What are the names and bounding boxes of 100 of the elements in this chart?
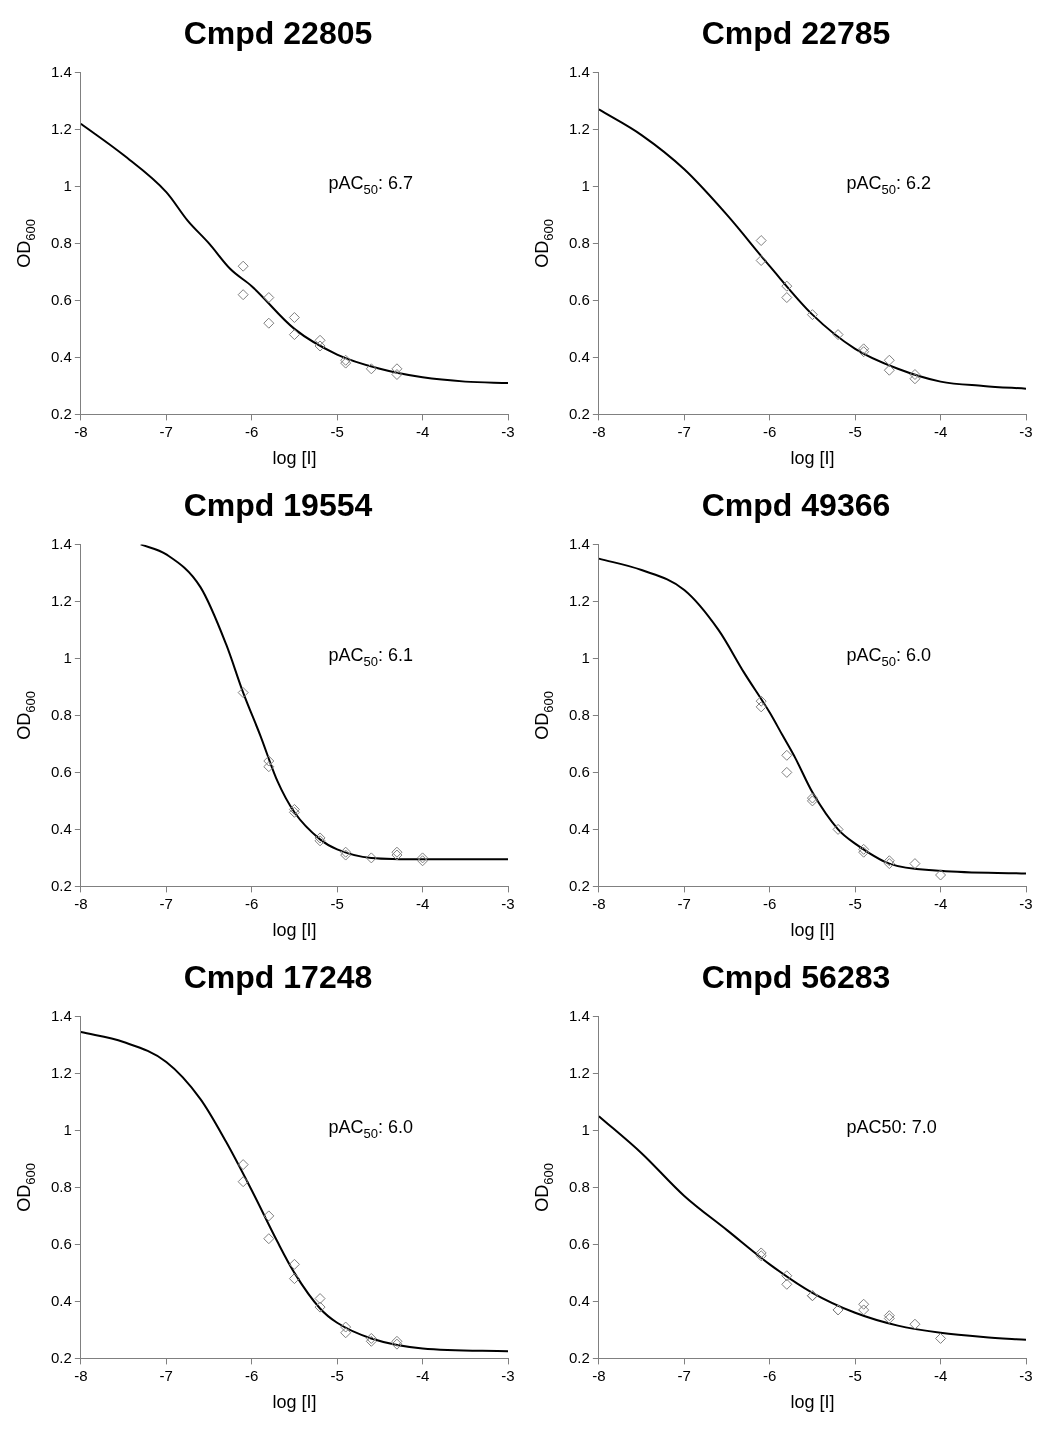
point xyxy=(832,329,844,341)
point xyxy=(237,1159,249,1171)
point xyxy=(288,1273,300,1285)
y-tick-label: 1.2 xyxy=(568,591,590,609)
point xyxy=(909,373,921,385)
chart-title: Cmpd 19554 xyxy=(183,487,373,524)
y-tick-label: 0.8 xyxy=(568,233,590,251)
point xyxy=(781,292,793,304)
y-tick-label: 0.2 xyxy=(50,1348,72,1366)
y-tick-label: 0.6 xyxy=(50,290,72,308)
x-tick-label: -7 xyxy=(159,422,173,440)
line-series xyxy=(598,108,1026,390)
point xyxy=(858,1304,870,1316)
y-tick-label: 0.6 xyxy=(568,1234,590,1252)
x-tick-label: -5 xyxy=(848,1366,862,1384)
point xyxy=(263,1233,275,1245)
x-tick-label: -7 xyxy=(159,894,173,912)
x-tick-label: -4 xyxy=(933,422,948,440)
point xyxy=(781,1278,793,1290)
x-tick-label: -7 xyxy=(677,1366,691,1384)
point xyxy=(237,289,249,301)
point xyxy=(935,1332,947,1344)
y-tick-label: 0.2 xyxy=(568,876,590,894)
x-tick-label: -7 xyxy=(677,422,691,440)
y-tick-label: 0.4 xyxy=(568,819,590,837)
point xyxy=(832,823,844,835)
y-tick-label: 1.4 xyxy=(50,534,72,552)
x-tick-label: -4 xyxy=(415,894,430,912)
x-tick-label: -8 xyxy=(592,894,606,912)
y-tick-label: 0.4 xyxy=(50,1291,72,1309)
point xyxy=(781,766,793,778)
x-tick-label: -8 xyxy=(74,422,88,440)
x-tick-label: -3 xyxy=(1019,422,1033,440)
line-series xyxy=(80,1031,508,1353)
y-tick-label: 0.4 xyxy=(568,1291,590,1309)
y-tick-label: 0.4 xyxy=(50,347,72,365)
x-tick-label: -7 xyxy=(677,894,691,912)
y-tick-label: 1.2 xyxy=(50,119,72,137)
chart-title: Cmpd 49366 xyxy=(701,487,891,524)
point xyxy=(755,255,767,266)
x-tick-label: -8 xyxy=(592,422,606,440)
x-tick-label: -4 xyxy=(933,894,948,912)
x-tick-label: -3 xyxy=(501,422,515,440)
point xyxy=(755,701,767,713)
y-tick-label: 1.4 xyxy=(568,534,590,552)
chart-title: Cmpd 56283 xyxy=(701,959,891,996)
y-tick-label: 1.4 xyxy=(568,1006,590,1024)
point xyxy=(237,687,249,699)
x-tick-label: -5 xyxy=(330,422,344,440)
y-axis-title: OD600 xyxy=(14,1163,39,1212)
point xyxy=(883,354,895,366)
point xyxy=(781,280,793,292)
x-tick-label: -5 xyxy=(848,422,862,440)
annotation: pAC50: 7.0 xyxy=(846,1116,937,1137)
y-tick-label: 1.4 xyxy=(568,62,590,80)
x-axis-title: log [I] xyxy=(790,920,835,941)
point xyxy=(909,369,921,380)
x-tick-label: -6 xyxy=(763,1366,777,1384)
y-tick-label: 0.2 xyxy=(50,876,72,894)
y-tick-label: 1.2 xyxy=(50,591,72,609)
x-tick-label: -4 xyxy=(933,1366,948,1384)
point xyxy=(909,1318,921,1330)
x-axis-title: log [I] xyxy=(272,920,317,941)
y-tick-label: 0.6 xyxy=(50,762,72,780)
point xyxy=(314,340,326,352)
point xyxy=(391,363,403,375)
x-tick-label: -6 xyxy=(763,422,777,440)
point xyxy=(237,260,249,272)
point xyxy=(391,369,403,380)
y-tick-label: 0.8 xyxy=(50,233,72,251)
y-tick-label: 1.2 xyxy=(568,119,590,137)
point xyxy=(883,364,895,376)
y-tick-label: 0.4 xyxy=(568,347,590,365)
y-tick-label: 1.2 xyxy=(568,1063,590,1081)
x-tick-label: -4 xyxy=(415,422,430,440)
y-tick-label: 0.8 xyxy=(50,705,72,723)
y-tick-label: 0.8 xyxy=(568,705,590,723)
x-axis-title: log [I] xyxy=(272,448,317,469)
point xyxy=(314,1301,326,1313)
y-tick-label: 0.4 xyxy=(50,819,72,837)
y-tick-label: 0.6 xyxy=(568,290,590,308)
point xyxy=(263,755,275,767)
y-axis-title: OD600 xyxy=(14,691,39,740)
x-tick-label: -8 xyxy=(74,1366,88,1384)
point xyxy=(288,329,300,341)
x-tick-label: -4 xyxy=(415,1366,430,1384)
x-axis-title: log [I] xyxy=(790,448,835,469)
point xyxy=(288,312,300,323)
y-axis-title: OD600 xyxy=(532,691,557,740)
y-tick-label: 1.4 xyxy=(50,1006,72,1024)
y-tick-label: 1 xyxy=(63,648,72,666)
y-tick-label: 1 xyxy=(581,1120,590,1138)
chart-title: Cmpd 22805 xyxy=(183,15,373,52)
y-tick-label: 1 xyxy=(581,176,590,194)
point xyxy=(263,761,275,773)
y-axis-title: OD600 xyxy=(14,219,39,268)
point xyxy=(858,1298,870,1310)
x-tick-label: -8 xyxy=(74,894,88,912)
point xyxy=(263,292,275,304)
point xyxy=(263,317,275,329)
